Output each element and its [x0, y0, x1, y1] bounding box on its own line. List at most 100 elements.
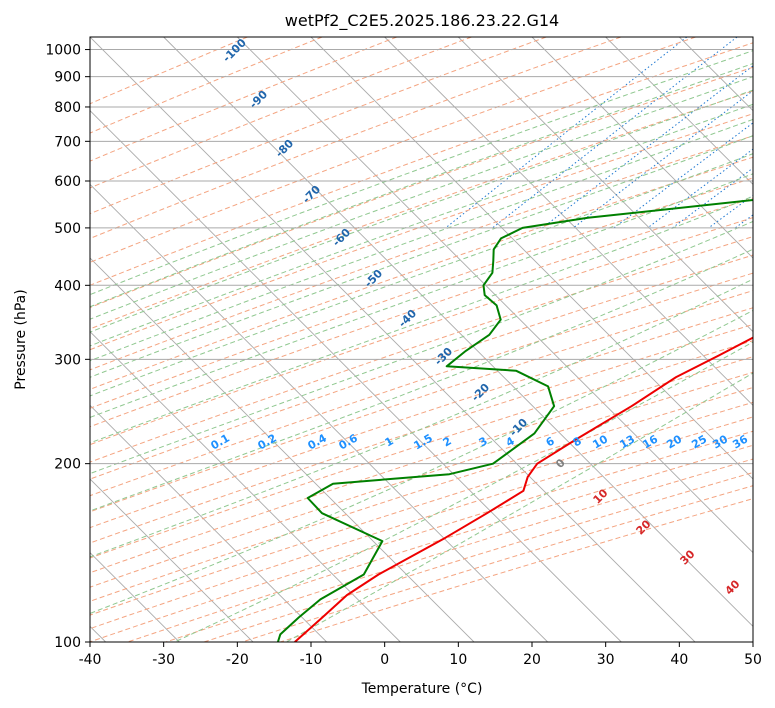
moist-adiabat-label: 10	[591, 486, 611, 506]
dry-adiabat-label: -70	[300, 183, 323, 206]
dry-adiabat-line	[90, 307, 753, 529]
x-tick-label: 30	[597, 652, 615, 668]
dry-adiabat-line	[90, 37, 622, 239]
isotherm-line	[531, 37, 753, 259]
dry-adiabat-line	[90, 37, 547, 215]
dry-adiabats	[90, 37, 753, 642]
mixing-ratio-line	[708, 194, 753, 229]
y-axis-ticks: 100 200 300 400 500 600 700 800 900 1000	[45, 43, 90, 651]
dry-adiabat-line	[90, 272, 753, 497]
y-tick-label: 400	[54, 278, 81, 294]
y-tick-label: 300	[54, 352, 81, 368]
mixing-ratio-line	[445, 37, 688, 229]
dry-adiabat-label: -50	[362, 267, 385, 290]
y-axis-title: Pressure (hPa)	[13, 289, 29, 389]
skewed-gridlines	[90, 37, 753, 642]
x-axis-title: Temperature (°C)	[361, 681, 483, 697]
dewpoint-line	[276, 198, 753, 642]
isotherm-line	[90, 478, 254, 642]
x-tick-label: 0	[380, 652, 389, 668]
y-tick-label: 700	[54, 134, 81, 150]
y-tick-label: 600	[54, 174, 81, 190]
dry-adiabat-line	[90, 401, 753, 616]
dry-adiabat-label: -80	[273, 137, 296, 160]
mixing-ratio-label: 0.2	[256, 431, 279, 452]
isotherm-line	[458, 37, 753, 333]
mixing-ratio-line	[734, 214, 753, 229]
y-tick-label: 1000	[45, 43, 81, 59]
moist-adiabat-label: 40	[723, 577, 743, 597]
moist-adiabat-line	[90, 63, 753, 308]
mixing-ratio-line	[542, 65, 753, 229]
temperature-line	[294, 336, 753, 642]
x-tick-label: 40	[670, 652, 688, 668]
y-tick-label: 900	[54, 70, 81, 86]
plot-frame	[89, 36, 754, 643]
x-tick-label: -40	[79, 652, 102, 668]
moist-adiabats	[90, 50, 753, 642]
moist-adiabat-line	[286, 372, 753, 642]
dry-adiabat-label: -20	[469, 381, 492, 404]
x-tick-label: -30	[152, 652, 175, 668]
y-tick-label: 100	[54, 635, 81, 651]
x-tick-label: -10	[300, 652, 323, 668]
mixing-ratio-label: 3	[477, 434, 490, 449]
dry-adiabat-label: -40	[396, 307, 419, 330]
mixing-ratio-label: 1.5	[412, 431, 435, 452]
isotherm-line	[752, 37, 753, 38]
dry-adiabat-line	[90, 340, 753, 559]
isotherm-line	[90, 257, 475, 642]
isotherm-line	[384, 37, 753, 406]
moist-adiabat-line	[90, 118, 753, 362]
dry-adiabat-line	[280, 498, 753, 642]
x-tick-label: 20	[523, 652, 541, 668]
dry-adiabat-label: -100	[220, 36, 249, 65]
mixing-ratio-label: 10	[590, 432, 610, 451]
mixing-ratio-label: 6	[544, 434, 557, 449]
dry-adiabat-line	[90, 66, 753, 309]
dry-adiabat-label: -90	[247, 88, 270, 111]
isotherm-line	[90, 404, 327, 642]
y-tick-label: 200	[54, 457, 81, 473]
moist-adiabat-line	[174, 341, 753, 642]
isotherm-line	[237, 37, 753, 554]
dry-adiabat-line	[90, 254, 753, 480]
y-tick-label: 800	[54, 100, 81, 116]
moist-adiabat-line	[90, 195, 753, 444]
dry-adiabat-line	[90, 356, 753, 574]
sounding-series	[276, 198, 753, 642]
dry-adiabat-line	[90, 290, 753, 513]
mixing-ratio-lines	[445, 37, 753, 229]
mixing-ratio-line	[572, 90, 753, 229]
dry-adiabat-label: -30	[432, 345, 455, 368]
dry-adiabat-line	[90, 177, 753, 409]
moist-adiabat-line	[90, 248, 753, 512]
dry-adiabat-label: -60	[330, 226, 353, 249]
mixing-ratio-label: 36	[730, 432, 750, 451]
mixing-ratio-label: 25	[689, 433, 709, 452]
moist-adiabat-line	[90, 309, 753, 614]
x-tick-label: 10	[449, 652, 467, 668]
x-tick-label: 50	[744, 652, 762, 668]
moist-adiabat-line	[90, 173, 753, 418]
x-axis-ticks: -40 -30 -20 -10 0 10 20 30 40 50	[79, 642, 762, 668]
mixing-ratio-label: 16	[640, 432, 660, 451]
dry-adiabat-line	[90, 37, 397, 162]
mixing-ratio-line	[492, 37, 738, 229]
mixing-ratio-line	[672, 167, 753, 229]
moist-adiabat-line	[90, 50, 753, 296]
moist-adiabat-line	[90, 89, 753, 333]
chart-title: wetPf2_C2E5.2025.186.23.22.G14	[285, 11, 559, 31]
pressure-gridlines	[90, 49, 753, 642]
moist-adiabat-line	[90, 278, 753, 558]
mixing-ratio-label: 0.4	[306, 431, 330, 452]
mixing-ratio-label: 1	[383, 434, 396, 449]
mixing-ratio-label: 2	[441, 434, 454, 449]
dry-adiabat-line	[90, 386, 753, 602]
y-tick-label: 500	[54, 221, 81, 237]
isotherm-line	[679, 37, 753, 112]
isotherm-line	[310, 37, 753, 480]
dry-adiabat-line	[90, 416, 753, 630]
mixing-ratio-label: 13	[617, 433, 637, 452]
